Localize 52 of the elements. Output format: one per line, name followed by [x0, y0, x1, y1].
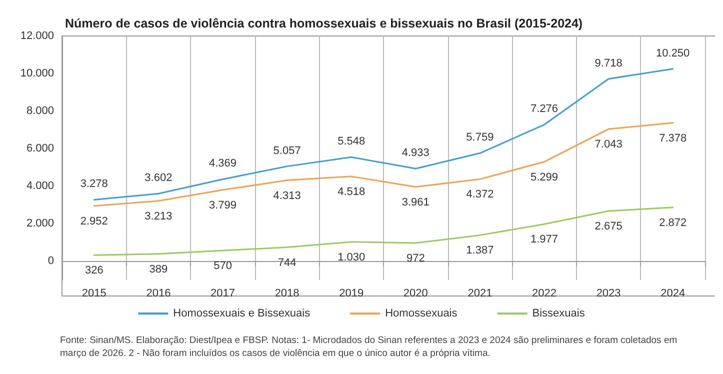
x-tick-label: 2020: [403, 288, 428, 300]
data-label: 10.250: [656, 47, 690, 60]
y-tick-label: 10.000: [20, 68, 54, 80]
legend-label: Bissexuais: [532, 308, 586, 320]
x-tick-label: 2017: [210, 288, 235, 300]
x-tick-label: 2015: [82, 288, 106, 300]
x-tick-label: 2016: [146, 288, 171, 300]
data-label: 5.057: [273, 144, 301, 157]
data-label: 2.675: [594, 220, 622, 233]
y-tick-label: 4.000: [26, 180, 54, 192]
data-label: 5.548: [338, 136, 366, 148]
data-label: 5.759: [466, 132, 494, 144]
x-tick-label: 2022: [532, 288, 556, 300]
y-tick-label: 0: [48, 255, 54, 268]
legend-label: Homossexuais: [385, 308, 458, 320]
data-label: 1.977: [530, 234, 558, 246]
data-label: 3.213: [144, 210, 172, 222]
source-note: Fonte: Sinan/MS. Elaboração: Diest/Ipea e FBSP. Notas: 1- Microdados do Sinan referentes a 2023 e 2024 são preliminares e foram coletados em março de 2026. 2 - Não foram incluídos os casos de violência em que o único autor é a própria vítima.: [60, 335, 680, 359]
x-tick-label: 2018: [274, 288, 300, 300]
data-label: 4.369: [208, 158, 237, 170]
legend-label: Homossexuais e Bissexuais: [173, 308, 311, 320]
data-label: 5.299: [530, 171, 558, 184]
data-label: 2.872: [659, 216, 687, 229]
y-tick-label: 12.000: [20, 30, 54, 42]
data-label: 3.602: [144, 172, 172, 184]
data-label: 7.378: [659, 132, 687, 144]
data-label: 3.278: [80, 178, 108, 190]
data-label: 744: [278, 256, 296, 269]
x-tick-label: 2019: [339, 288, 364, 300]
data-label: 3.961: [402, 196, 430, 208]
x-tick-label: 2021: [468, 288, 492, 300]
data-label: 3.799: [208, 199, 237, 212]
data-label: 972: [406, 252, 425, 264]
data-label: 7.043: [594, 138, 622, 151]
y-tick-label: 2.000: [26, 218, 54, 230]
y-tick-label: 6.000: [26, 142, 54, 155]
data-label: 4.933: [402, 147, 430, 160]
data-label: 4.313: [273, 190, 301, 202]
data-label: 9.718: [594, 57, 622, 70]
chart-title: Número de casos de violência contra homossexuais e bissexuais no Brasil (2015-2024): [65, 16, 583, 30]
data-label: 389: [149, 263, 168, 276]
x-tick-label: 2024: [660, 288, 686, 300]
x-tick-label: 2023: [596, 288, 621, 300]
data-label: 7.276: [530, 103, 558, 116]
data-label: 1.030: [338, 251, 366, 264]
data-label: 1.387: [466, 244, 494, 257]
data-label: 2.952: [80, 215, 108, 228]
y-tick-label: 8.000: [26, 105, 54, 118]
data-label: 570: [214, 260, 232, 272]
data-label: 326: [84, 264, 104, 277]
data-label: 4.518: [338, 186, 366, 198]
data-label: 4.372: [466, 188, 494, 201]
